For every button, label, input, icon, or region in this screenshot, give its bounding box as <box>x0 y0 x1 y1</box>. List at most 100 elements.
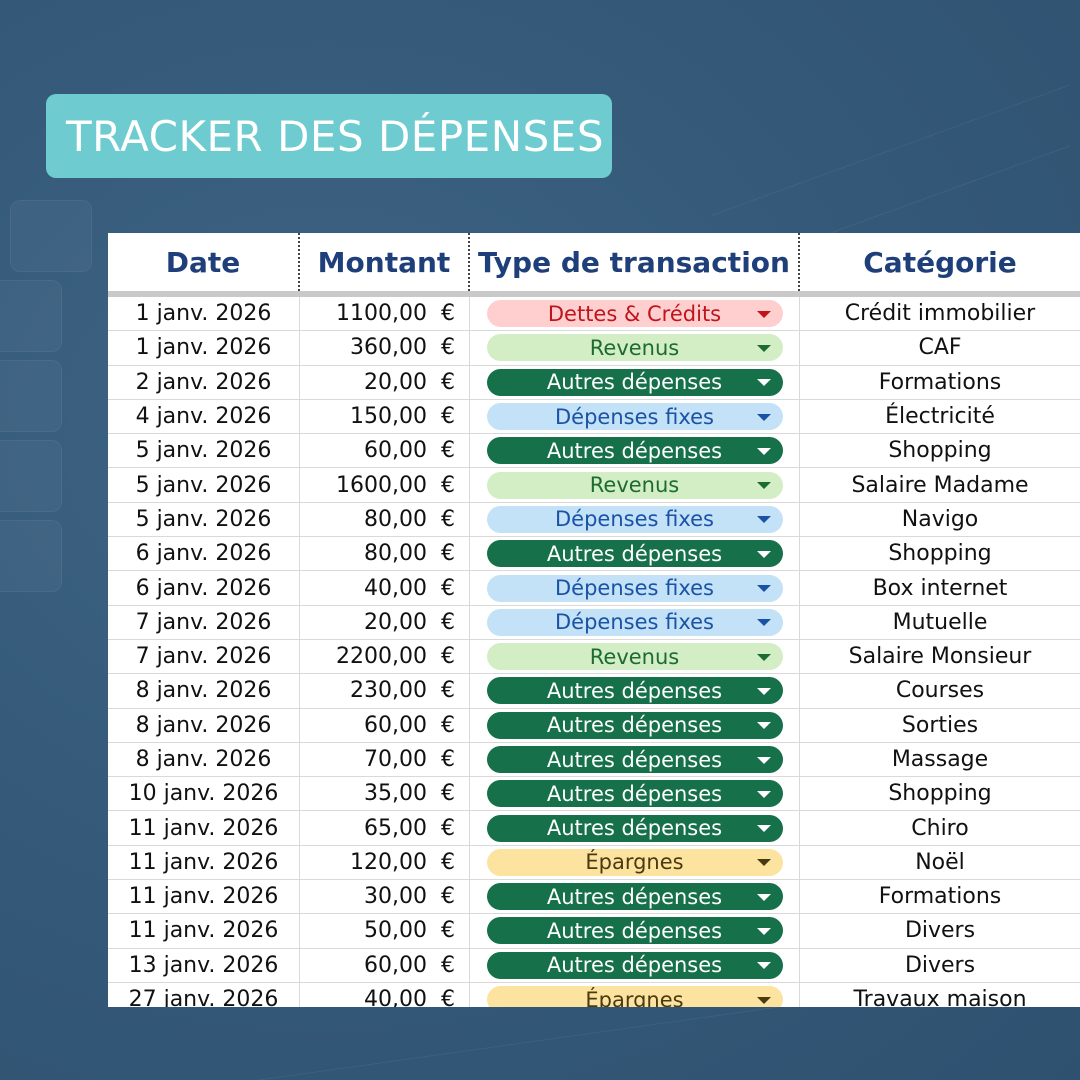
date-cell[interactable]: 6 janv. 2026 <box>108 537 300 571</box>
dropdown-arrow-icon[interactable] <box>756 687 771 695</box>
category-cell[interactable]: Box internet <box>872 575 1008 601</box>
dropdown-arrow-icon[interactable] <box>756 482 771 490</box>
transaction-type-dropdown[interactable]: Dépenses fixes <box>486 608 783 636</box>
dropdown-arrow-icon[interactable] <box>756 619 771 627</box>
dropdown-arrow-icon[interactable] <box>756 722 771 730</box>
category-cell[interactable]: Salaire Monsieur <box>848 644 1032 670</box>
column-header-date[interactable]: Date <box>108 233 300 291</box>
date-cell[interactable]: 27 janv. 2026 <box>108 982 300 1007</box>
dropdown-arrow-icon[interactable] <box>756 413 771 421</box>
date-cell[interactable]: 7 janv. 2026 <box>108 639 300 674</box>
transaction-type-dropdown[interactable]: Autres dépenses <box>486 368 783 396</box>
category-cell[interactable]: Divers <box>904 952 976 978</box>
date-cell[interactable]: 8 janv. 2026 <box>108 742 300 777</box>
date-cell[interactable]: 10 janv. 2026 <box>108 777 300 811</box>
amount-cell[interactable]: 60,00 € <box>300 434 470 468</box>
category-cell[interactable]: Courses <box>895 678 985 704</box>
transaction-type-dropdown[interactable]: Épargnes <box>486 986 783 1007</box>
dropdown-arrow-icon[interactable] <box>756 893 771 901</box>
dropdown-arrow-icon[interactable] <box>756 344 771 352</box>
category-cell[interactable]: Électricité <box>885 404 995 430</box>
amount-cell[interactable]: 20,00 € <box>300 605 470 639</box>
column-header-type[interactable]: Type de transaction <box>470 233 800 291</box>
transaction-type-dropdown[interactable]: Revenus <box>486 334 783 362</box>
date-cell[interactable]: 11 janv. 2026 <box>108 880 300 914</box>
category-cell[interactable]: Salaire Madame <box>851 472 1029 498</box>
column-header-category[interactable]: Catégorie <box>863 245 1017 279</box>
category-cell[interactable]: Divers <box>904 918 976 944</box>
date-cell[interactable]: 11 janv. 2026 <box>108 845 300 880</box>
transaction-type-dropdown[interactable]: Dépenses fixes <box>486 574 783 602</box>
date-cell[interactable]: 7 janv. 2026 <box>108 605 300 639</box>
dropdown-arrow-icon[interactable] <box>756 550 771 558</box>
amount-cell[interactable]: 1600,00 € <box>300 468 470 502</box>
transaction-type-dropdown[interactable]: Dépenses fixes <box>486 403 783 431</box>
category-cell[interactable]: CAF <box>918 335 962 361</box>
dropdown-arrow-icon[interactable] <box>756 379 771 387</box>
amount-cell[interactable]: 60,00 € <box>300 708 470 742</box>
dropdown-arrow-icon[interactable] <box>756 447 771 455</box>
transaction-type-dropdown[interactable]: Revenus <box>486 471 783 499</box>
amount-cell[interactable]: 80,00 € <box>300 537 470 571</box>
dropdown-arrow-icon[interactable] <box>756 756 771 764</box>
category-cell[interactable]: Formations <box>878 884 1002 910</box>
date-cell[interactable]: 1 janv. 2026 <box>108 331 300 365</box>
dropdown-arrow-icon[interactable] <box>756 927 771 935</box>
dropdown-arrow-icon[interactable] <box>756 996 771 1004</box>
transaction-type-dropdown[interactable]: Autres dépenses <box>486 814 783 842</box>
date-cell[interactable]: 11 janv. 2026 <box>108 811 300 845</box>
category-cell[interactable]: Sorties <box>901 712 979 738</box>
category-cell[interactable]: Navigo <box>901 506 979 532</box>
dropdown-arrow-icon[interactable] <box>756 962 771 970</box>
date-cell[interactable]: 5 janv. 2026 <box>108 468 300 502</box>
dropdown-arrow-icon[interactable] <box>756 310 771 318</box>
transaction-type-dropdown[interactable]: Revenus <box>486 643 783 671</box>
transaction-type-dropdown[interactable]: Autres dépenses <box>486 951 783 979</box>
category-cell[interactable]: Shopping <box>888 781 992 807</box>
column-header-amount[interactable]: Montant <box>300 233 470 291</box>
amount-cell[interactable]: 50,00 € <box>300 914 470 948</box>
transaction-type-dropdown[interactable]: Épargnes <box>486 848 783 876</box>
transaction-type-dropdown[interactable]: Autres dépenses <box>486 677 783 705</box>
transaction-type-dropdown[interactable]: Autres dépenses <box>486 883 783 911</box>
amount-cell[interactable]: 360,00 € <box>300 331 470 365</box>
amount-cell[interactable]: 70,00 € <box>300 742 470 777</box>
amount-cell[interactable]: 150,00 € <box>300 399 470 434</box>
dropdown-arrow-icon[interactable] <box>756 790 771 798</box>
category-cell[interactable]: Travaux maison <box>853 987 1027 1007</box>
amount-cell[interactable]: 40,00 € <box>300 571 470 605</box>
amount-cell[interactable]: 230,00 € <box>300 674 470 708</box>
transaction-type-dropdown[interactable]: Autres dépenses <box>486 780 783 808</box>
category-cell[interactable]: Formations <box>878 369 1002 395</box>
category-cell[interactable]: Shopping <box>888 541 992 567</box>
date-cell[interactable]: 1 janv. 2026 <box>108 297 300 331</box>
date-cell[interactable]: 5 janv. 2026 <box>108 502 300 537</box>
date-cell[interactable]: 2 janv. 2026 <box>108 365 300 399</box>
transaction-type-dropdown[interactable]: Autres dépenses <box>486 437 783 465</box>
date-cell[interactable]: 4 janv. 2026 <box>108 399 300 434</box>
date-cell[interactable]: 11 janv. 2026 <box>108 914 300 948</box>
transaction-type-dropdown[interactable]: Autres dépenses <box>486 917 783 945</box>
date-cell[interactable]: 6 janv. 2026 <box>108 571 300 605</box>
amount-cell[interactable]: 60,00 € <box>300 948 470 982</box>
category-cell[interactable]: Chiro <box>911 815 969 841</box>
dropdown-arrow-icon[interactable] <box>756 825 771 833</box>
date-cell[interactable]: 8 janv. 2026 <box>108 674 300 708</box>
category-cell[interactable]: Mutuelle <box>892 609 988 635</box>
dropdown-arrow-icon[interactable] <box>756 859 771 867</box>
transaction-type-dropdown[interactable]: Autres dépenses <box>486 540 783 568</box>
dropdown-arrow-icon[interactable] <box>756 516 771 524</box>
transaction-type-dropdown[interactable]: Autres dépenses <box>486 711 783 739</box>
amount-cell[interactable]: 2200,00 € <box>300 639 470 674</box>
amount-cell[interactable]: 120,00 € <box>300 845 470 880</box>
category-cell[interactable]: Massage <box>891 747 989 772</box>
dropdown-arrow-icon[interactable] <box>756 585 771 593</box>
amount-cell[interactable]: 80,00 € <box>300 502 470 537</box>
transaction-type-dropdown[interactable]: Dettes & Crédits <box>486 300 783 328</box>
category-cell[interactable]: Crédit immobilier <box>844 301 1036 327</box>
dropdown-arrow-icon[interactable] <box>756 653 771 661</box>
amount-cell[interactable]: 1100,00 € <box>300 297 470 331</box>
date-cell[interactable]: 8 janv. 2026 <box>108 708 300 742</box>
amount-cell[interactable]: 65,00 € <box>300 811 470 845</box>
amount-cell[interactable]: 30,00 € <box>300 880 470 914</box>
